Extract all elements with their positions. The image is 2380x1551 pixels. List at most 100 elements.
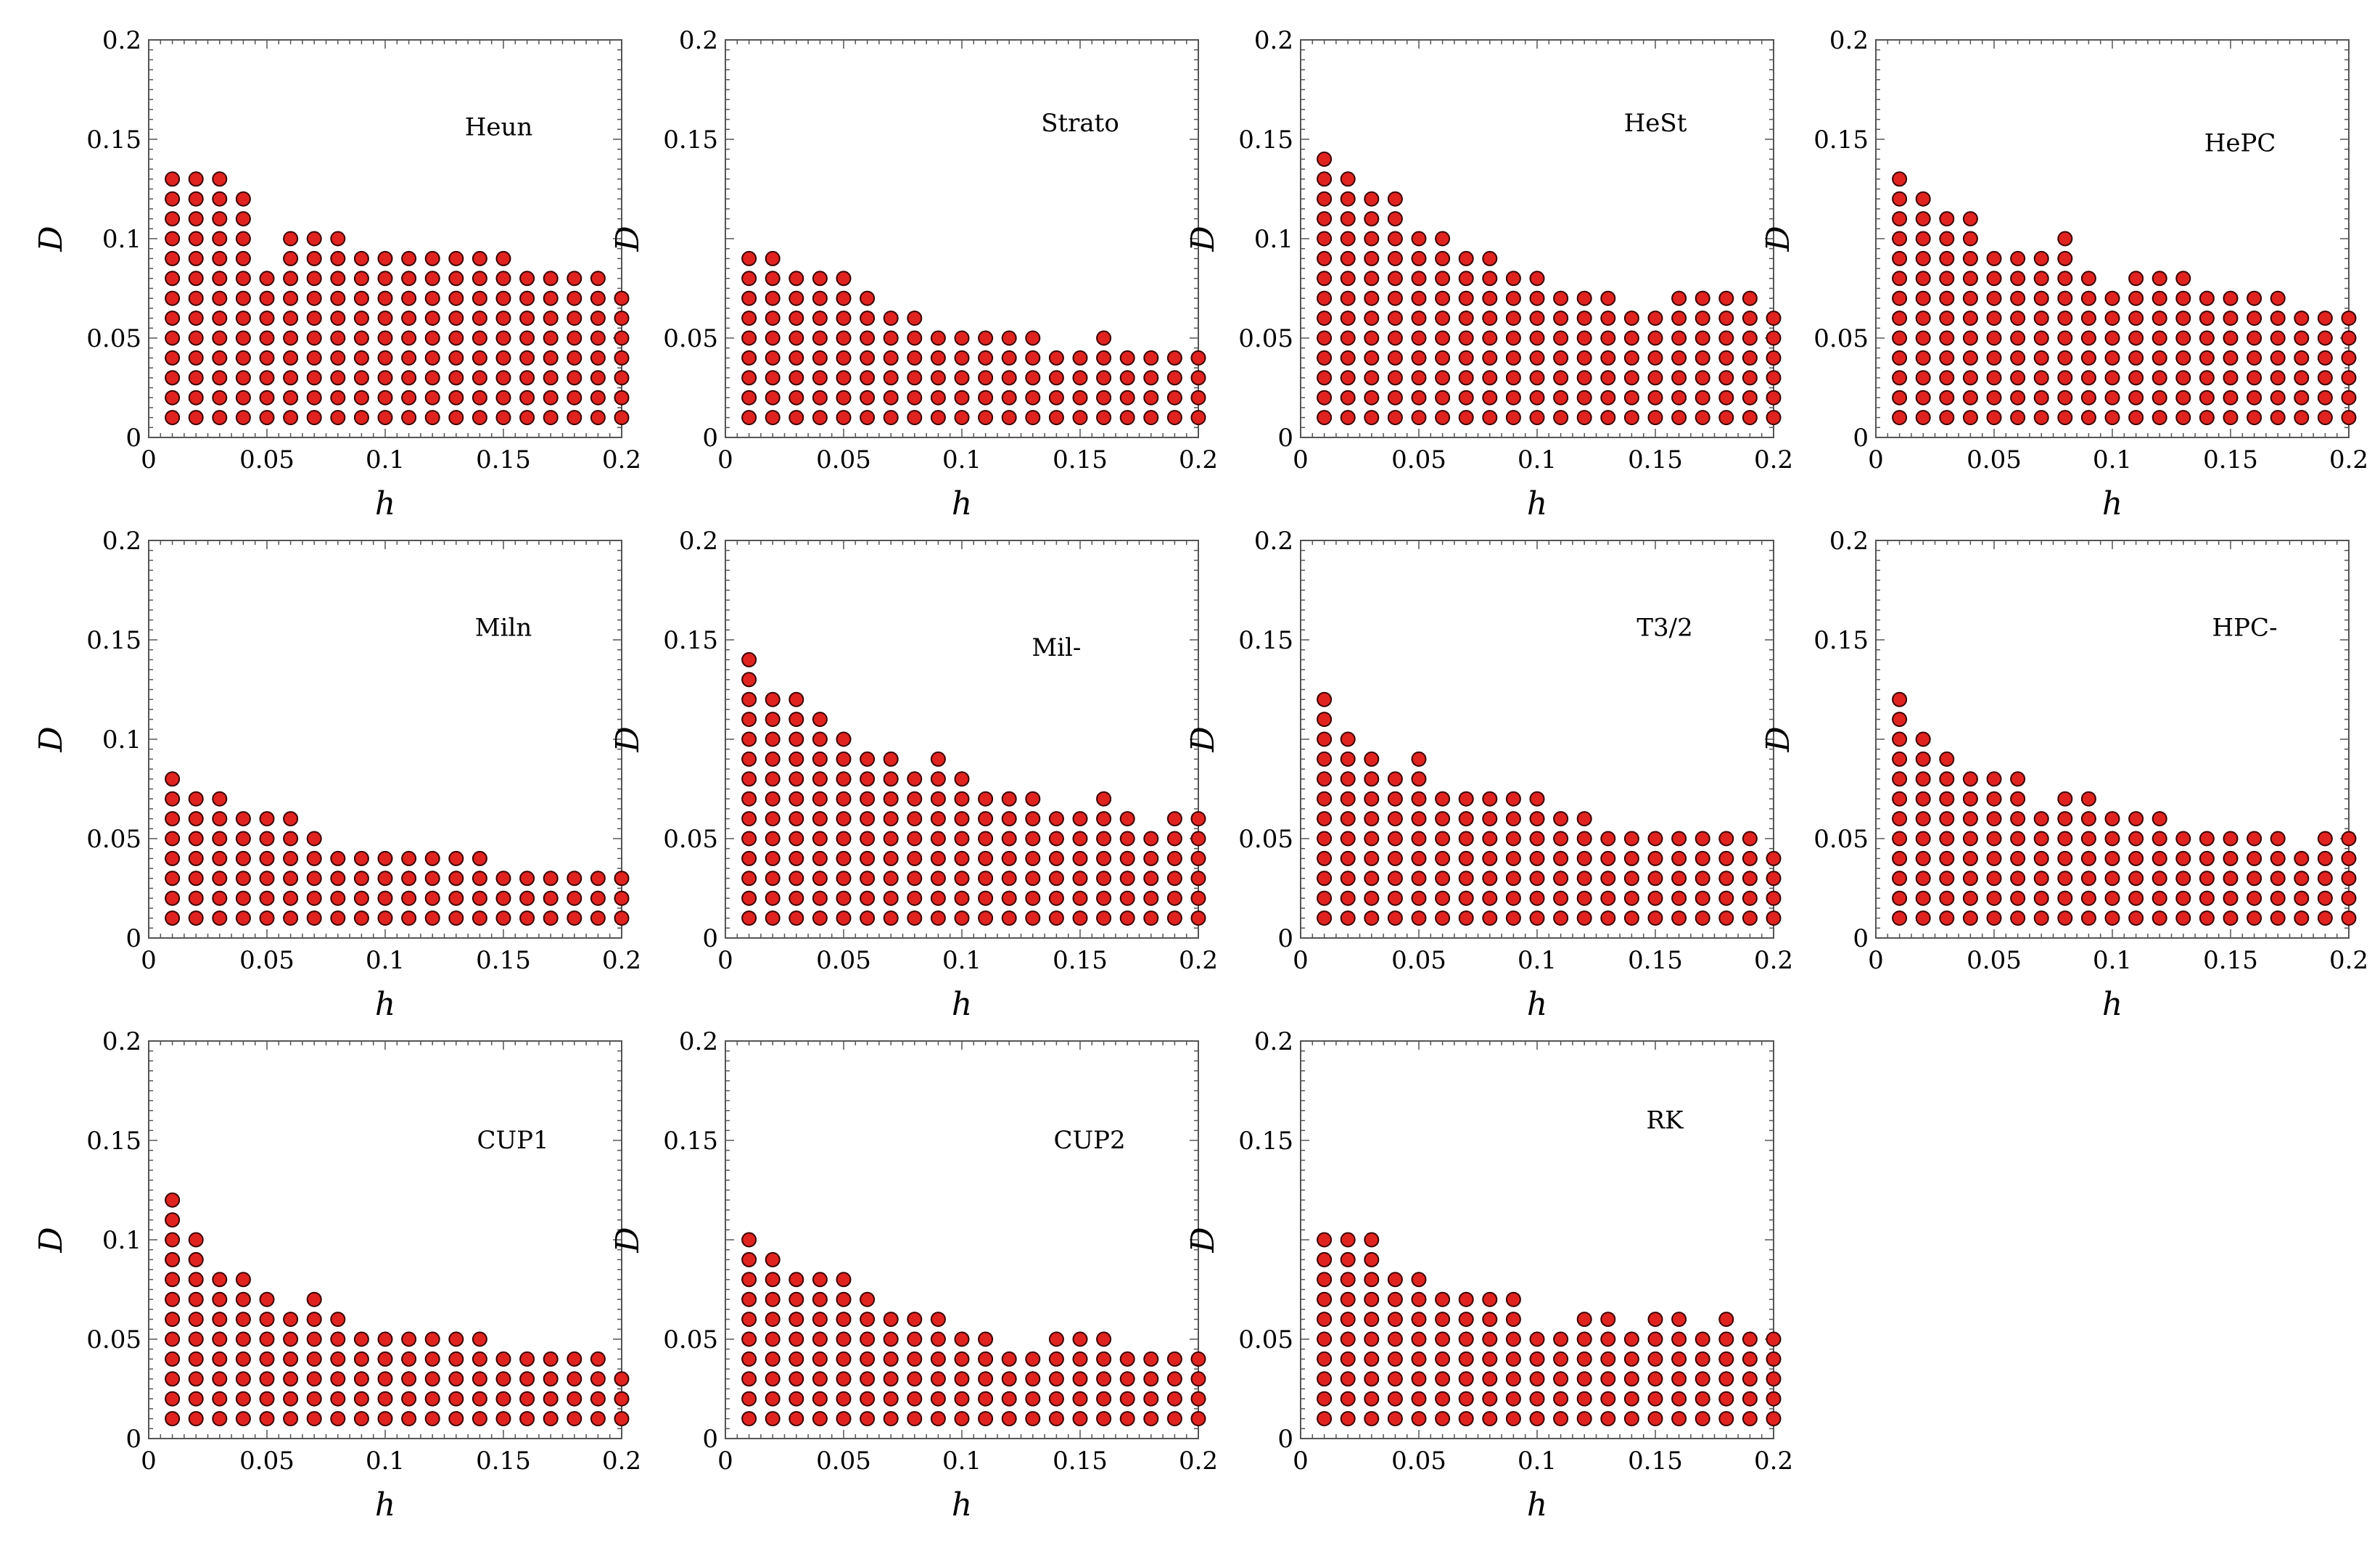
data-point: h=0.02, D=0.1 [765,731,781,747]
data-point: h=0.06, D=0.08 [860,771,876,787]
data-point: h=0.05, D=0.1 [836,731,852,747]
data-point: h=0.12, D=0.02 [2152,390,2167,406]
data-point: h=0.03, D=0.05 [788,1331,804,1347]
data-point: h=0.06, D=0.02 [283,1391,299,1407]
x-tick-label: 0.05 [239,946,295,975]
data-point: h=0.06, D=0.01 [1435,910,1451,926]
data-point: h=0.01, D=0.01 [1317,410,1333,426]
data-point: h=0.03, D=0.03 [212,871,228,886]
data-point: h=0.18, D=0.04 [567,350,582,366]
data-point: h=0.12, D=0.01 [1001,1411,1017,1427]
data-point: h=0.19, D=0.02 [1166,1391,1182,1407]
data-point: h=0.13, D=0.02 [1600,890,1616,906]
data-points: h=0.01, D=0.01h=0.01, D=0.02h=0.01, D=0.… [1317,691,1782,926]
data-point: h=0.05, D=0.03 [836,370,852,386]
data-point: h=0.06, D=0.06 [860,811,876,827]
data-point: h=0.04, D=0.07 [1387,290,1403,306]
data-point: h=0.02, D=0.08 [765,771,781,787]
data-point: h=0.07, D=0.03 [1458,1371,1474,1387]
data-point: h=0.16, D=0.01 [1096,410,1112,426]
data-point: h=0.19, D=0.06 [2317,310,2333,326]
data-point: h=0.06, D=0.03 [283,1371,299,1387]
data-point: h=0.04, D=0.02 [1387,1391,1403,1407]
data-point: h=0.13, D=0.03 [1600,871,1616,886]
data-point: h=0.09, D=0.05 [353,330,369,346]
data-point: h=0.19, D=0.01 [590,1411,606,1427]
data-point: h=0.19, D=0.02 [1742,1391,1758,1407]
data-point: h=0.01, D=0.14 [741,651,757,667]
data-point: h=0.04, D=0.11 [235,211,251,227]
data-point: h=0.03, D=0.05 [212,330,228,346]
data-point: h=0.09, D=0.09 [930,751,946,767]
data-point: h=0.15, D=0.05 [1072,831,1088,847]
data-point: h=0.09, D=0.04 [1505,850,1521,866]
data-point: h=0.18, D=0.01 [567,1411,582,1427]
data-point: h=0.08, D=0.07 [1482,290,1498,306]
data-point: h=0.08, D=0.04 [1482,850,1498,866]
data-point: h=0.17, D=0.02 [543,1391,559,1407]
data-point: h=0.12, D=0.05 [424,1331,440,1347]
data-point: h=0.1, D=0.07 [2104,290,2120,306]
data-point: h=0.19, D=0.02 [590,390,606,406]
data-point: h=0.19, D=0.01 [590,910,606,926]
data-point: h=0.02, D=0.1 [188,1232,204,1248]
data-point: h=0.13, D=0.02 [2175,390,2191,406]
data-point: h=0.09, D=0.01 [2080,410,2096,426]
data-point: h=0.08, D=0.01 [1482,410,1498,426]
data-point: h=0.19, D=0.03 [1742,1371,1758,1387]
data-point: h=0.03, D=0.02 [212,1391,228,1407]
data-point: h=0.01, D=0.07 [165,1291,181,1307]
y-tick-label: 0.15 [663,126,718,155]
data-point: h=0.06, D=0.03 [860,370,876,386]
data-point: h=0.19, D=0.03 [1742,370,1758,386]
data-point: h=0.06, D=0.05 [2010,330,2026,346]
data-point: h=0.2, D=0.04 [1190,350,1206,366]
data-point: h=0.13, D=0.05 [1600,1331,1616,1347]
data-point: h=0.1, D=0.03 [954,1371,970,1387]
data-point: h=0.13, D=0.04 [1600,1351,1616,1367]
data-point: h=0.02, D=0.03 [1915,370,1931,386]
data-point: h=0.06, D=0.08 [2010,771,2026,787]
data-point: h=0.06, D=0.04 [283,850,299,866]
x-tick-label: 0.05 [1391,1447,1446,1476]
data-point: h=0.2, D=0.04 [614,350,630,366]
data-point: h=0.16, D=0.01 [1671,410,1687,426]
data-point: h=0.1, D=0.05 [1529,1331,1545,1347]
data-point: h=0.06, D=0.05 [1435,1331,1451,1347]
data-point: h=0.09, D=0.04 [930,850,946,866]
data-point: h=0.01, D=0.04 [1317,1351,1333,1367]
data-point: h=0.06, D=0.04 [2010,850,2026,866]
data-point: h=0.16, D=0.05 [1671,1331,1687,1347]
data-point: h=0.02, D=0.07 [1915,791,1931,807]
data-point: h=0.15, D=0.06 [1647,310,1663,326]
data-point: h=0.05, D=0.04 [1986,850,2002,866]
data-point: h=0.02, D=0.07 [765,791,781,807]
data-point: h=0.16, D=0.01 [2247,410,2262,426]
data-point: h=0.04, D=0.07 [1962,290,1978,306]
x-tick-label: 0.1 [366,445,405,474]
data-point: h=0.07, D=0.05 [2033,330,2049,346]
data-point: h=0.02, D=0.02 [188,890,204,906]
data-point: h=0.02, D=0.07 [1340,791,1356,807]
data-point: h=0.02, D=0.04 [1340,1351,1356,1367]
data-point: h=0.06, D=0.06 [1435,811,1451,827]
data-point: h=0.05, D=0.06 [259,310,275,326]
panel-title: CUP1 [477,1126,548,1155]
data-point: h=0.14, D=0.02 [2199,390,2215,406]
panel-title: HPC- [2212,614,2278,643]
x-tick-label: 0 [717,445,733,474]
data-point: h=0.14, D=0.01 [1623,410,1639,426]
data-point: h=0.14, D=0.01 [1048,410,1064,426]
data-point: h=0.09, D=0.01 [353,1411,369,1427]
data-point: h=0.17, D=0.06 [1119,811,1135,827]
data-point: h=0.1, D=0.01 [1529,410,1545,426]
data-point: h=0.07, D=0.06 [1458,811,1474,827]
data-point: h=0.04, D=0.03 [812,1371,828,1387]
data-point: h=0.01, D=0.02 [1892,390,1908,406]
data-point: h=0.05, D=0.06 [836,1312,852,1328]
data-point: h=0.03, D=0.02 [212,890,228,906]
data-point: h=0.05, D=0.01 [1411,410,1427,426]
data-point: h=0.19, D=0.05 [1166,831,1182,847]
data-point: h=0.12, D=0.07 [1576,290,1592,306]
data-point: h=0.07, D=0.02 [1458,890,1474,906]
